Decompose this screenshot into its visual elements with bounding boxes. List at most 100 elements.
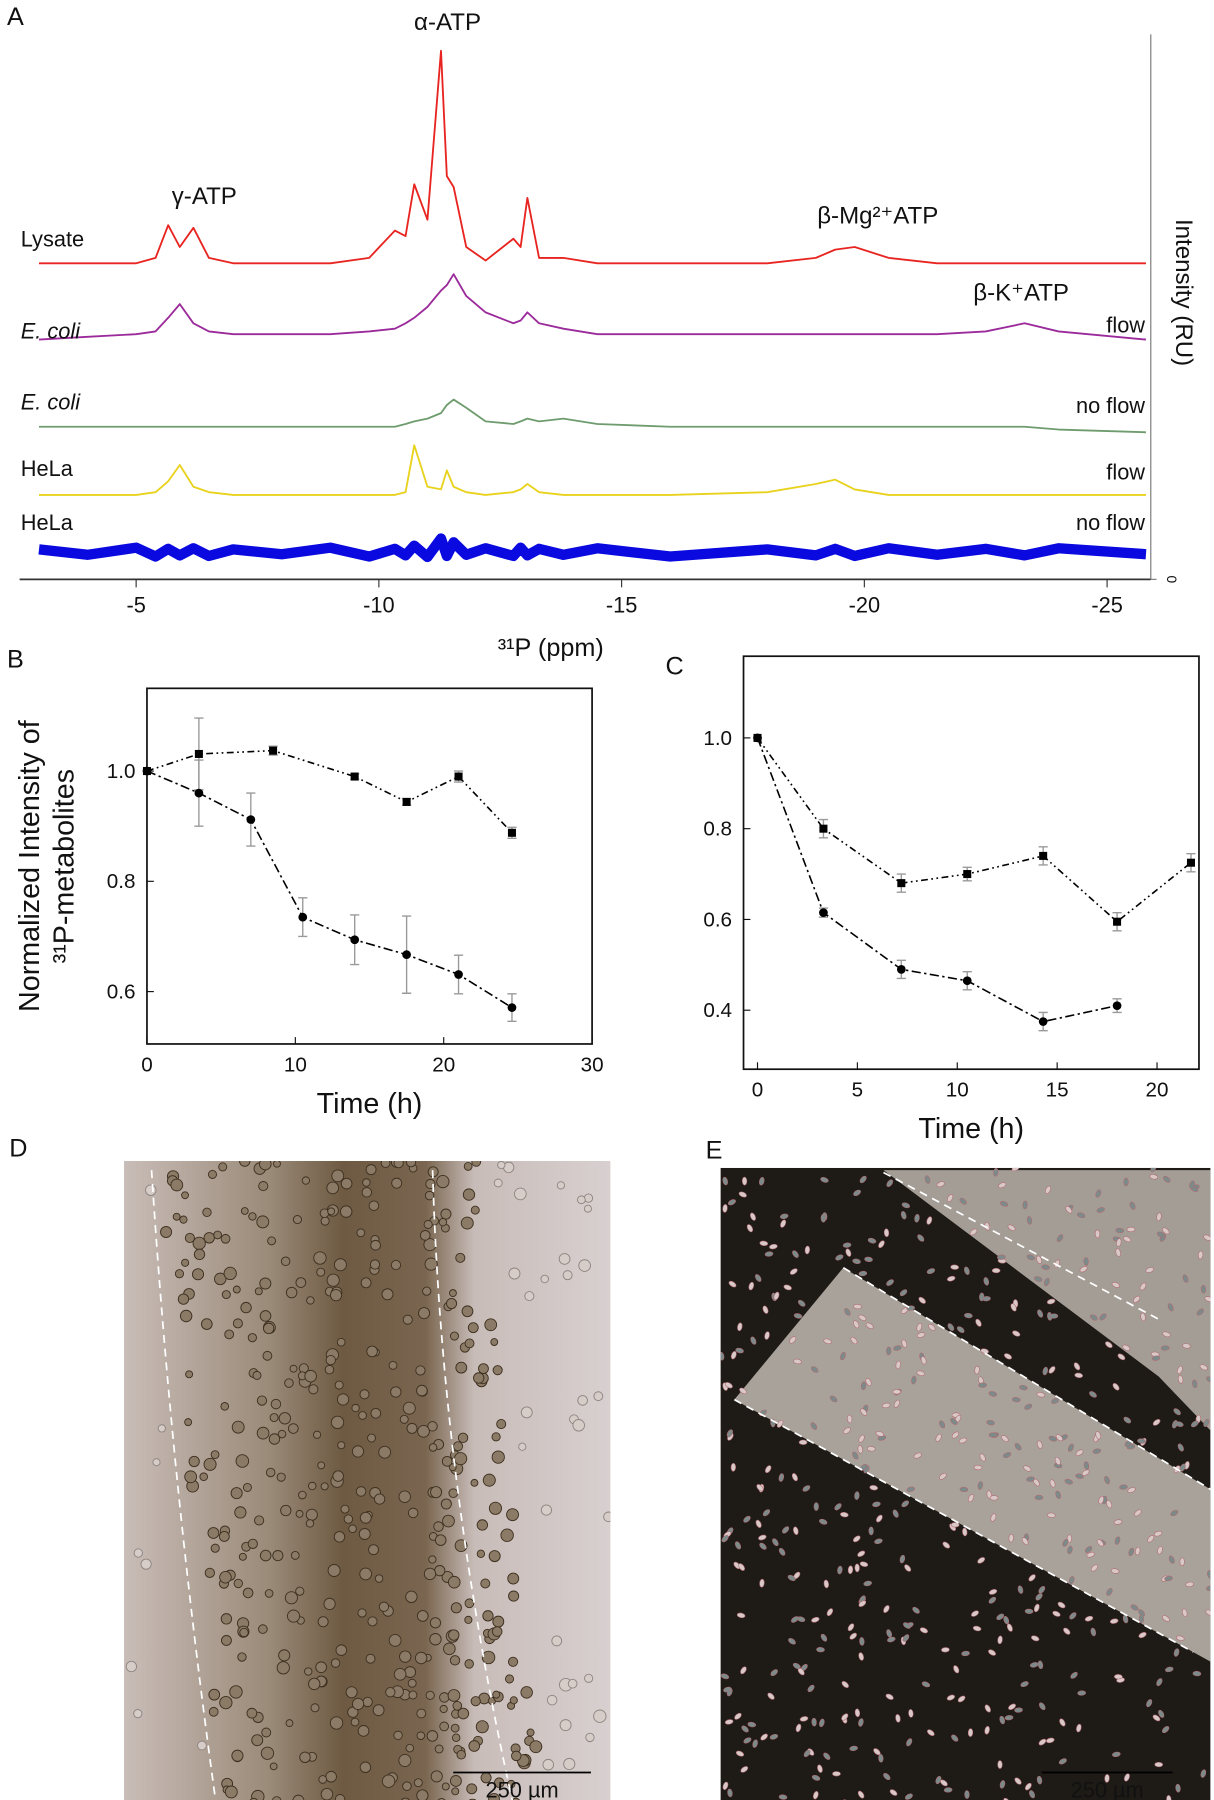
cell: [1163, 1175, 1171, 1183]
cell: [1162, 1331, 1171, 1338]
cell: [968, 1494, 974, 1503]
cell: [455, 1252, 466, 1263]
cell: [1133, 1295, 1141, 1303]
cell: [926, 1268, 936, 1275]
cell: [762, 1509, 771, 1517]
cell: [737, 1322, 743, 1332]
cell: [526, 1728, 535, 1737]
cell: [1008, 1533, 1014, 1543]
cell: [997, 1254, 1006, 1260]
cell: [1162, 1615, 1170, 1622]
spectrum: [38, 273, 1147, 341]
cell: [558, 1253, 571, 1265]
cell: [268, 1433, 281, 1445]
cell: [1034, 1276, 1043, 1282]
cell: [854, 1708, 861, 1718]
cell: [999, 1715, 1005, 1725]
cell: [200, 1318, 213, 1330]
cell: [429, 1633, 442, 1646]
cell: [1181, 1608, 1188, 1618]
cell: [497, 1160, 506, 1170]
cell: [343, 1514, 354, 1524]
cell: [457, 1432, 469, 1444]
spectrum: [39, 398, 1146, 434]
x-axis-title: Time (h): [317, 1088, 423, 1120]
cell: [264, 1589, 274, 1598]
cell: [170, 1178, 184, 1192]
cell: [365, 1653, 376, 1664]
cell: [184, 1470, 198, 1484]
region-edge: [733, 1398, 1194, 1653]
cell: [1055, 1434, 1064, 1442]
cell: [488, 1792, 500, 1800]
cell: [1041, 1264, 1050, 1270]
cell: [247, 1333, 257, 1343]
cell: [1049, 1313, 1059, 1319]
cell: [962, 1527, 968, 1537]
cell: [779, 1213, 789, 1220]
cell: [220, 1402, 230, 1411]
cell: [844, 1308, 851, 1316]
panel-label: C: [666, 653, 684, 681]
x-tick-label: 20: [432, 1054, 455, 1077]
cell: [439, 1704, 448, 1714]
cell: [372, 1704, 385, 1717]
cell: [374, 1493, 386, 1505]
cell: [470, 1205, 480, 1215]
cell: [746, 1224, 754, 1233]
cell: [939, 1472, 947, 1480]
cell: [1111, 1282, 1120, 1288]
cell: [964, 1266, 970, 1275]
marker: [819, 824, 828, 833]
cell: [969, 1228, 978, 1236]
cell: [429, 1617, 442, 1629]
cell: [864, 1256, 873, 1262]
cell: [405, 1743, 415, 1753]
cell: [1119, 1484, 1128, 1490]
cell: [847, 1623, 855, 1632]
cell: [1173, 1408, 1181, 1416]
cell: [285, 1286, 298, 1299]
cell: [1084, 1546, 1093, 1553]
cell: [782, 1526, 790, 1534]
cell: [334, 1380, 344, 1390]
cell: [208, 1688, 221, 1701]
cell: [837, 1565, 843, 1575]
cell: [1137, 1438, 1146, 1444]
cell: [799, 1716, 809, 1722]
cell: [1115, 1227, 1125, 1234]
cell: [583, 1204, 592, 1213]
marker: [963, 870, 972, 879]
cell: [867, 1237, 877, 1244]
cell: [857, 1445, 863, 1454]
cell: [798, 1439, 808, 1445]
cell: [451, 1733, 461, 1742]
cell: [508, 1267, 521, 1280]
cell: [304, 1369, 317, 1383]
cell: [295, 1586, 305, 1596]
cell: [262, 1350, 273, 1361]
cell: [160, 1226, 173, 1238]
cell: [834, 1503, 842, 1511]
cell: [442, 1514, 455, 1528]
cell: [899, 1554, 906, 1564]
cell: [546, 1694, 558, 1706]
cell: [980, 1348, 989, 1354]
cell: [466, 1783, 478, 1795]
cell: [1162, 1227, 1170, 1235]
cell: [318, 1775, 328, 1784]
cell: [1185, 1581, 1194, 1587]
cell: [1175, 1783, 1181, 1793]
cell: [380, 1160, 391, 1168]
cell: [1008, 1703, 1016, 1710]
x-tick-label: -20: [849, 593, 880, 618]
cell: [1123, 1236, 1132, 1243]
cell: [859, 1561, 869, 1567]
cell: [434, 1744, 444, 1754]
cell: [957, 1695, 966, 1703]
cell: [362, 1696, 373, 1708]
cell: [246, 1707, 258, 1719]
cell: [723, 1686, 732, 1693]
cell: [1158, 1709, 1165, 1718]
cell: [859, 1637, 865, 1646]
